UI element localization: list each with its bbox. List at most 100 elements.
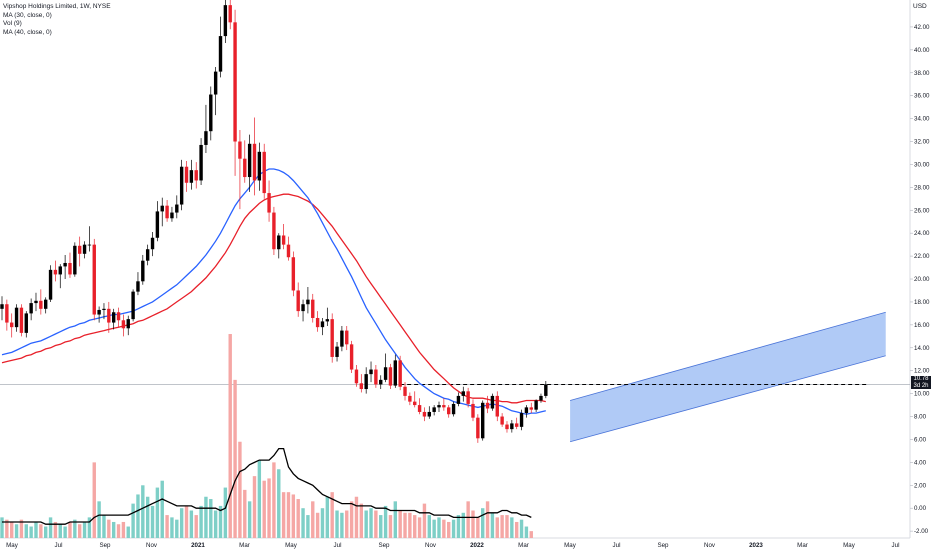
volume-ma-line <box>2 447 532 525</box>
candle-body <box>199 144 203 181</box>
candle-body <box>24 313 28 333</box>
volume-bar <box>136 494 140 538</box>
volume-bar <box>243 489 247 538</box>
candle <box>277 233 281 259</box>
y-tick-label: 34.00 <box>914 116 930 123</box>
volume-bar <box>277 469 281 538</box>
candle-body <box>141 260 145 282</box>
candle <box>422 407 427 422</box>
candle-body <box>481 402 485 439</box>
candle-body <box>315 317 320 328</box>
candle <box>29 298 33 321</box>
volume-bar <box>345 510 349 538</box>
candle <box>73 242 77 277</box>
candle <box>403 382 407 401</box>
candle-body <box>53 269 58 275</box>
volume-bar <box>233 379 237 538</box>
candle-body <box>529 407 533 410</box>
candle-body <box>155 211 160 238</box>
volume-bar <box>281 492 286 538</box>
y-tick-label: 20.00 <box>914 276 930 283</box>
candle <box>427 406 431 419</box>
candle-body <box>369 369 373 375</box>
volume-bar <box>58 524 62 538</box>
candle-body <box>111 312 116 323</box>
candle-body <box>281 235 286 245</box>
x-tick-label: 2023 <box>749 542 763 549</box>
candle-body <box>73 245 77 275</box>
candle-body <box>345 330 349 345</box>
volume-bar <box>398 510 402 538</box>
candle <box>330 313 334 363</box>
y-tick-label: 22.00 <box>914 253 930 260</box>
candle-body <box>131 291 135 320</box>
candle <box>349 340 354 373</box>
candle <box>529 402 533 414</box>
candle-body <box>179 166 184 205</box>
candle <box>10 313 14 338</box>
x-tick-label: 2022 <box>470 542 484 549</box>
candle-body <box>383 367 388 380</box>
candle <box>306 287 310 314</box>
volume-bar <box>218 505 223 538</box>
candle <box>243 140 247 183</box>
candle <box>58 264 62 289</box>
volume-bar <box>184 505 189 538</box>
candle-body <box>121 320 126 329</box>
candle-body <box>379 379 383 385</box>
volume-bar <box>529 531 533 538</box>
candle-body <box>97 309 101 315</box>
candle <box>447 405 451 418</box>
volume-bar <box>354 496 359 538</box>
candle-body <box>539 395 543 401</box>
volume-bar <box>320 508 325 538</box>
candle-body <box>408 395 412 402</box>
volume-bar <box>369 508 373 538</box>
candle <box>311 293 315 323</box>
x-tick-label: Nov <box>425 542 437 549</box>
candle <box>155 201 160 242</box>
volume-bar <box>87 517 92 538</box>
candle-body <box>417 405 422 412</box>
candle-body <box>145 249 150 261</box>
volume-bar <box>141 485 145 538</box>
candle <box>451 401 456 417</box>
volume-bar <box>257 460 262 538</box>
candle-body <box>340 330 344 347</box>
candle <box>476 414 480 443</box>
x-tick-label: Sep <box>99 542 111 549</box>
y-tick-label: 0.00 <box>914 505 927 512</box>
candle <box>199 138 203 186</box>
candle <box>456 392 461 407</box>
candle-body <box>514 423 519 427</box>
candle <box>0 296 4 321</box>
volume-ma <box>2 447 532 525</box>
ma30-line <box>1 168 546 415</box>
candle <box>262 143 266 199</box>
candle <box>184 160 189 192</box>
y-tick-label: 32.00 <box>914 139 930 146</box>
candle-body <box>505 424 509 430</box>
volume-bar <box>14 524 19 538</box>
candle <box>315 311 320 332</box>
volume-bar <box>39 524 43 538</box>
volume-bar <box>97 501 101 538</box>
candle-body <box>116 312 121 321</box>
candle-body <box>107 308 111 323</box>
volume-bar <box>111 521 116 538</box>
candle <box>505 421 509 433</box>
volume-bar <box>388 515 393 538</box>
candle <box>102 303 106 320</box>
legend-ma40: MA (40, close, 0) <box>3 28 52 36</box>
candle-body <box>82 244 87 254</box>
candle <box>77 236 82 267</box>
candle-body <box>213 71 218 95</box>
candle <box>272 206 276 255</box>
y-tick-label: 28.00 <box>914 184 930 191</box>
x-tick-label: Mar <box>797 542 808 549</box>
candle-body <box>277 235 281 250</box>
candle-body <box>286 244 291 258</box>
volume-bar <box>291 494 296 538</box>
